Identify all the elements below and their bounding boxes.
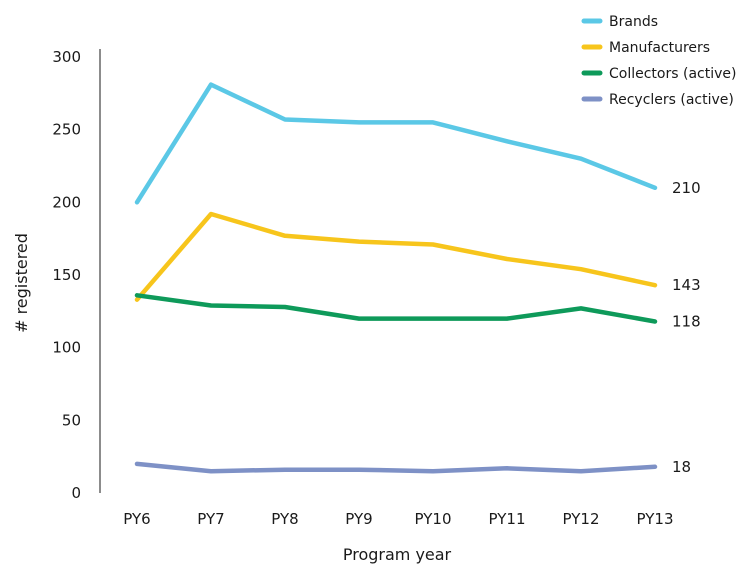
end-label-brands: 210 [672,179,701,197]
y-tick-label: 200 [52,193,81,211]
end-label-collectors-active: 118 [672,313,701,331]
series-line-brands [134,82,658,205]
y-tick-label: 100 [52,339,81,357]
y-tick-label: 150 [52,266,81,284]
y-tick-label: 300 [52,48,81,66]
series-group [134,82,658,474]
y-tick-label: 0 [71,484,81,502]
legend-label-recyclers-active: Recyclers (active) [609,92,734,108]
x-tick-label: PY9 [345,510,372,528]
series-line-manufacturers [134,211,658,302]
y-axis-ticks: 0 50 100 150 200 250 300 [52,48,81,502]
end-labels: 210 143 118 18 [672,179,701,476]
x-axis-label: Program year [343,545,452,564]
x-tick-label: PY13 [637,510,674,528]
series-line-recyclers-active [134,461,658,474]
x-tick-label: PY11 [489,510,526,528]
end-label-recyclers-active: 18 [672,458,691,476]
x-tick-label: PY12 [563,510,600,528]
y-tick-label: 50 [62,411,81,429]
x-tick-label: PY8 [271,510,298,528]
x-axis-ticks: PY6 PY7 PY8 PY9 PY10 PY11 PY12 PY13 [123,510,673,528]
end-label-manufacturers: 143 [672,276,701,294]
series-line-collectors-active [134,293,658,324]
x-tick-label: PY6 [123,510,150,528]
legend-label-collectors-active: Collectors (active) [609,66,736,82]
legend-label-manufacturers: Manufacturers [609,40,710,56]
y-axis-label: # registered [12,233,31,333]
x-tick-label: PY7 [197,510,224,528]
x-tick-label: PY10 [415,510,452,528]
legend-label-brands: Brands [609,14,658,30]
legend: Brands Manufacturers Collectors (active) Re… [581,14,736,108]
y-tick-label: 250 [52,121,81,139]
